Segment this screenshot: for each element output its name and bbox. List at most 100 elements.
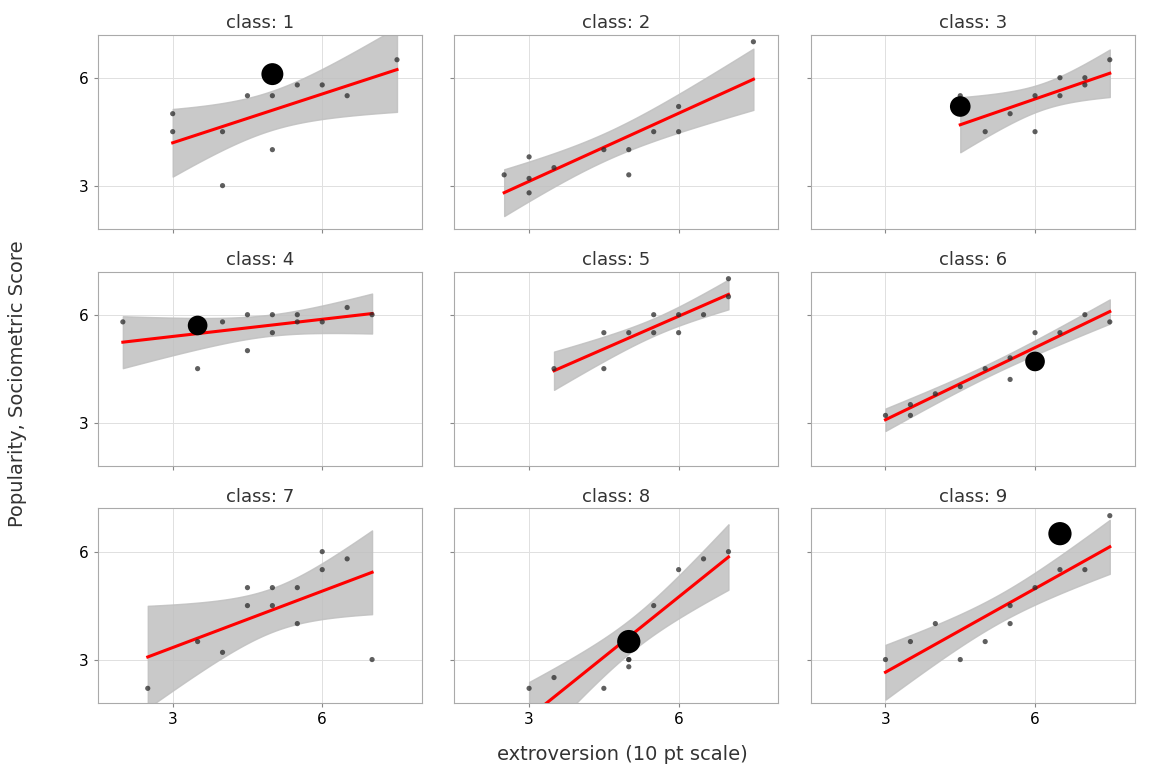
Point (620, 660, 638, 673)
Point (338, 90, 356, 102)
Point (669, 309, 688, 321)
Point (976, 635, 994, 647)
Point (1025, 356, 1044, 368)
Title: class: 5: class: 5 (582, 250, 651, 269)
Point (1100, 54, 1119, 66)
Point (520, 151, 538, 163)
Point (288, 309, 306, 321)
Point (238, 90, 257, 102)
Point (669, 101, 688, 113)
Point (1076, 309, 1094, 321)
Point (620, 144, 638, 156)
Point (138, 682, 157, 694)
Point (238, 345, 257, 357)
Point (1001, 600, 1020, 612)
Point (620, 635, 638, 647)
Point (313, 545, 332, 558)
Point (620, 326, 638, 339)
Point (164, 108, 182, 120)
Point (1076, 79, 1094, 91)
Point (338, 553, 356, 565)
Point (669, 326, 688, 339)
Point (263, 90, 281, 102)
Point (288, 316, 306, 328)
Title: class: 2: class: 2 (582, 14, 651, 31)
Title: class: 6: class: 6 (939, 250, 1007, 269)
Point (620, 635, 638, 647)
Point (363, 309, 381, 321)
Point (669, 564, 688, 576)
Point (1025, 326, 1044, 339)
Point (114, 316, 132, 328)
Point (1001, 108, 1020, 120)
Point (1051, 326, 1069, 339)
Point (495, 169, 514, 181)
Title: class: 1: class: 1 (226, 14, 294, 31)
Point (164, 125, 182, 137)
Point (1051, 528, 1069, 540)
Point (263, 309, 281, 321)
Point (877, 409, 895, 422)
Point (213, 180, 232, 192)
Point (363, 654, 381, 666)
Point (1051, 71, 1069, 84)
Point (594, 144, 613, 156)
Point (926, 388, 945, 400)
Point (189, 635, 207, 647)
Point (901, 635, 919, 647)
Point (620, 654, 638, 666)
Point (238, 600, 257, 612)
Point (620, 654, 638, 666)
Point (644, 600, 662, 612)
Point (288, 79, 306, 91)
Point (877, 654, 895, 666)
Title: class: 7: class: 7 (226, 488, 294, 505)
Point (669, 125, 688, 137)
Point (263, 326, 281, 339)
Point (744, 35, 763, 48)
Point (952, 90, 970, 102)
Point (976, 125, 994, 137)
Point (620, 169, 638, 181)
Point (263, 68, 281, 81)
Point (263, 600, 281, 612)
Point (695, 309, 713, 321)
Point (288, 581, 306, 594)
Point (313, 79, 332, 91)
Point (263, 581, 281, 594)
Point (1025, 581, 1044, 594)
Point (695, 553, 713, 565)
Text: Popularity, Sociometric Score: Popularity, Sociometric Score (8, 240, 26, 528)
Point (1051, 564, 1069, 576)
Point (1076, 564, 1094, 576)
Point (952, 654, 970, 666)
Point (952, 380, 970, 392)
Point (644, 125, 662, 137)
Point (313, 564, 332, 576)
Point (1025, 90, 1044, 102)
Title: class: 4: class: 4 (226, 250, 294, 269)
Point (901, 399, 919, 411)
Title: class: 9: class: 9 (939, 488, 1007, 505)
Point (594, 682, 613, 694)
Point (238, 581, 257, 594)
Point (520, 682, 538, 694)
Point (388, 54, 407, 66)
Point (719, 290, 737, 303)
Point (189, 319, 207, 332)
Point (1100, 509, 1119, 521)
Point (213, 125, 232, 137)
Point (1025, 125, 1044, 137)
Point (644, 326, 662, 339)
Point (952, 101, 970, 113)
Point (926, 617, 945, 630)
Point (213, 646, 232, 658)
Text: extroversion (10 pt scale): extroversion (10 pt scale) (497, 745, 748, 764)
Point (594, 362, 613, 375)
Point (213, 316, 232, 328)
Point (976, 362, 994, 375)
Point (1100, 316, 1119, 328)
Point (644, 309, 662, 321)
Point (545, 161, 563, 174)
Title: class: 8: class: 8 (582, 488, 651, 505)
